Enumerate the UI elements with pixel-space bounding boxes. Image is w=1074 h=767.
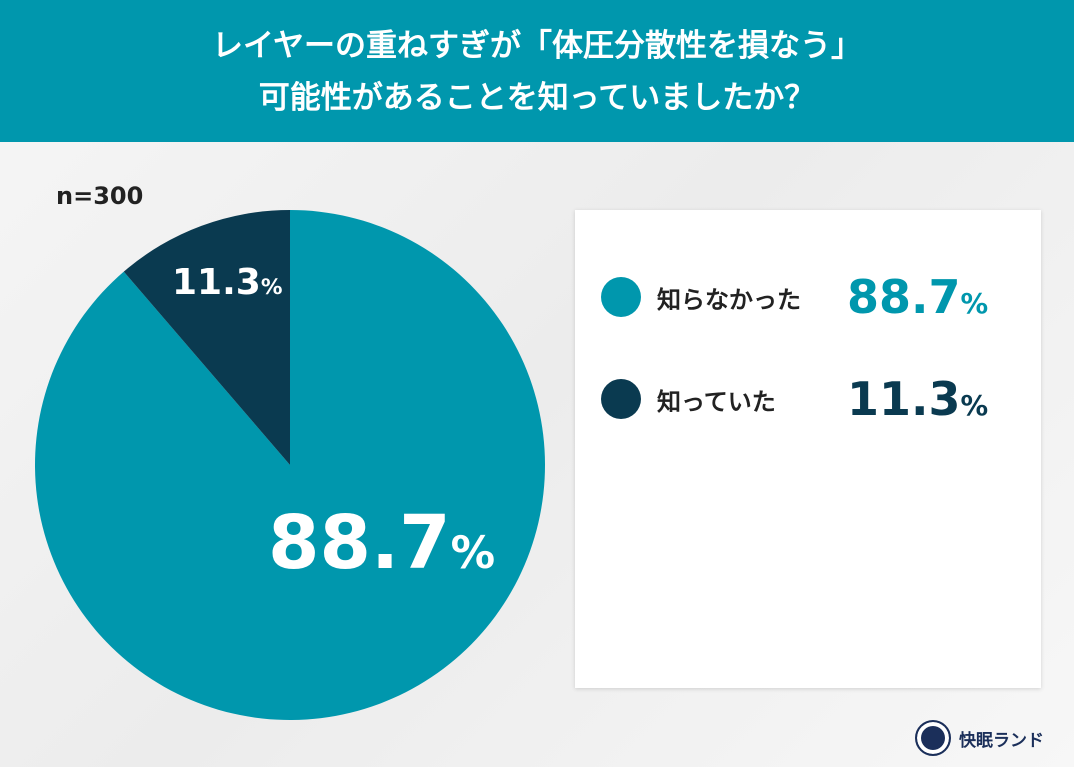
brand-logo: 快眠ランド (915, 720, 1044, 756)
header: レイヤーの重ねすぎが「体圧分散性を損なう」 可能性があることを知っていましたか？ (0, 0, 1074, 142)
legend-label: 知っていた (657, 387, 776, 416)
title-line-1: レイヤーの重ねすぎが「体圧分散性を損なう」 (211, 28, 863, 64)
slice-label-unaware: 88.7% (268, 500, 496, 586)
pie-slice-0 (35, 210, 546, 721)
pie-slice-1 (123, 210, 290, 465)
legend: 知らなかった 88.7% 知っていた 11.3% (575, 210, 1041, 688)
legend-value: 11.3% (847, 372, 989, 426)
legend-item-unaware: 知らなかった 88.7% (601, 270, 988, 324)
sample-size: n=300 (56, 182, 144, 210)
title-line-2: 可能性があることを知っていましたか？ (258, 80, 816, 116)
legend-value: 88.7% (847, 270, 989, 324)
legend-dot-navy (601, 379, 641, 419)
legend-item-aware: 知っていた 11.3% (601, 372, 988, 426)
brand-emblem-icon (915, 720, 951, 756)
brand-name: 快眠ランド (959, 730, 1044, 751)
legend-dot-teal (601, 277, 641, 317)
legend-label: 知らなかった (657, 285, 801, 314)
slice-label-aware: 11.3% (172, 262, 283, 303)
